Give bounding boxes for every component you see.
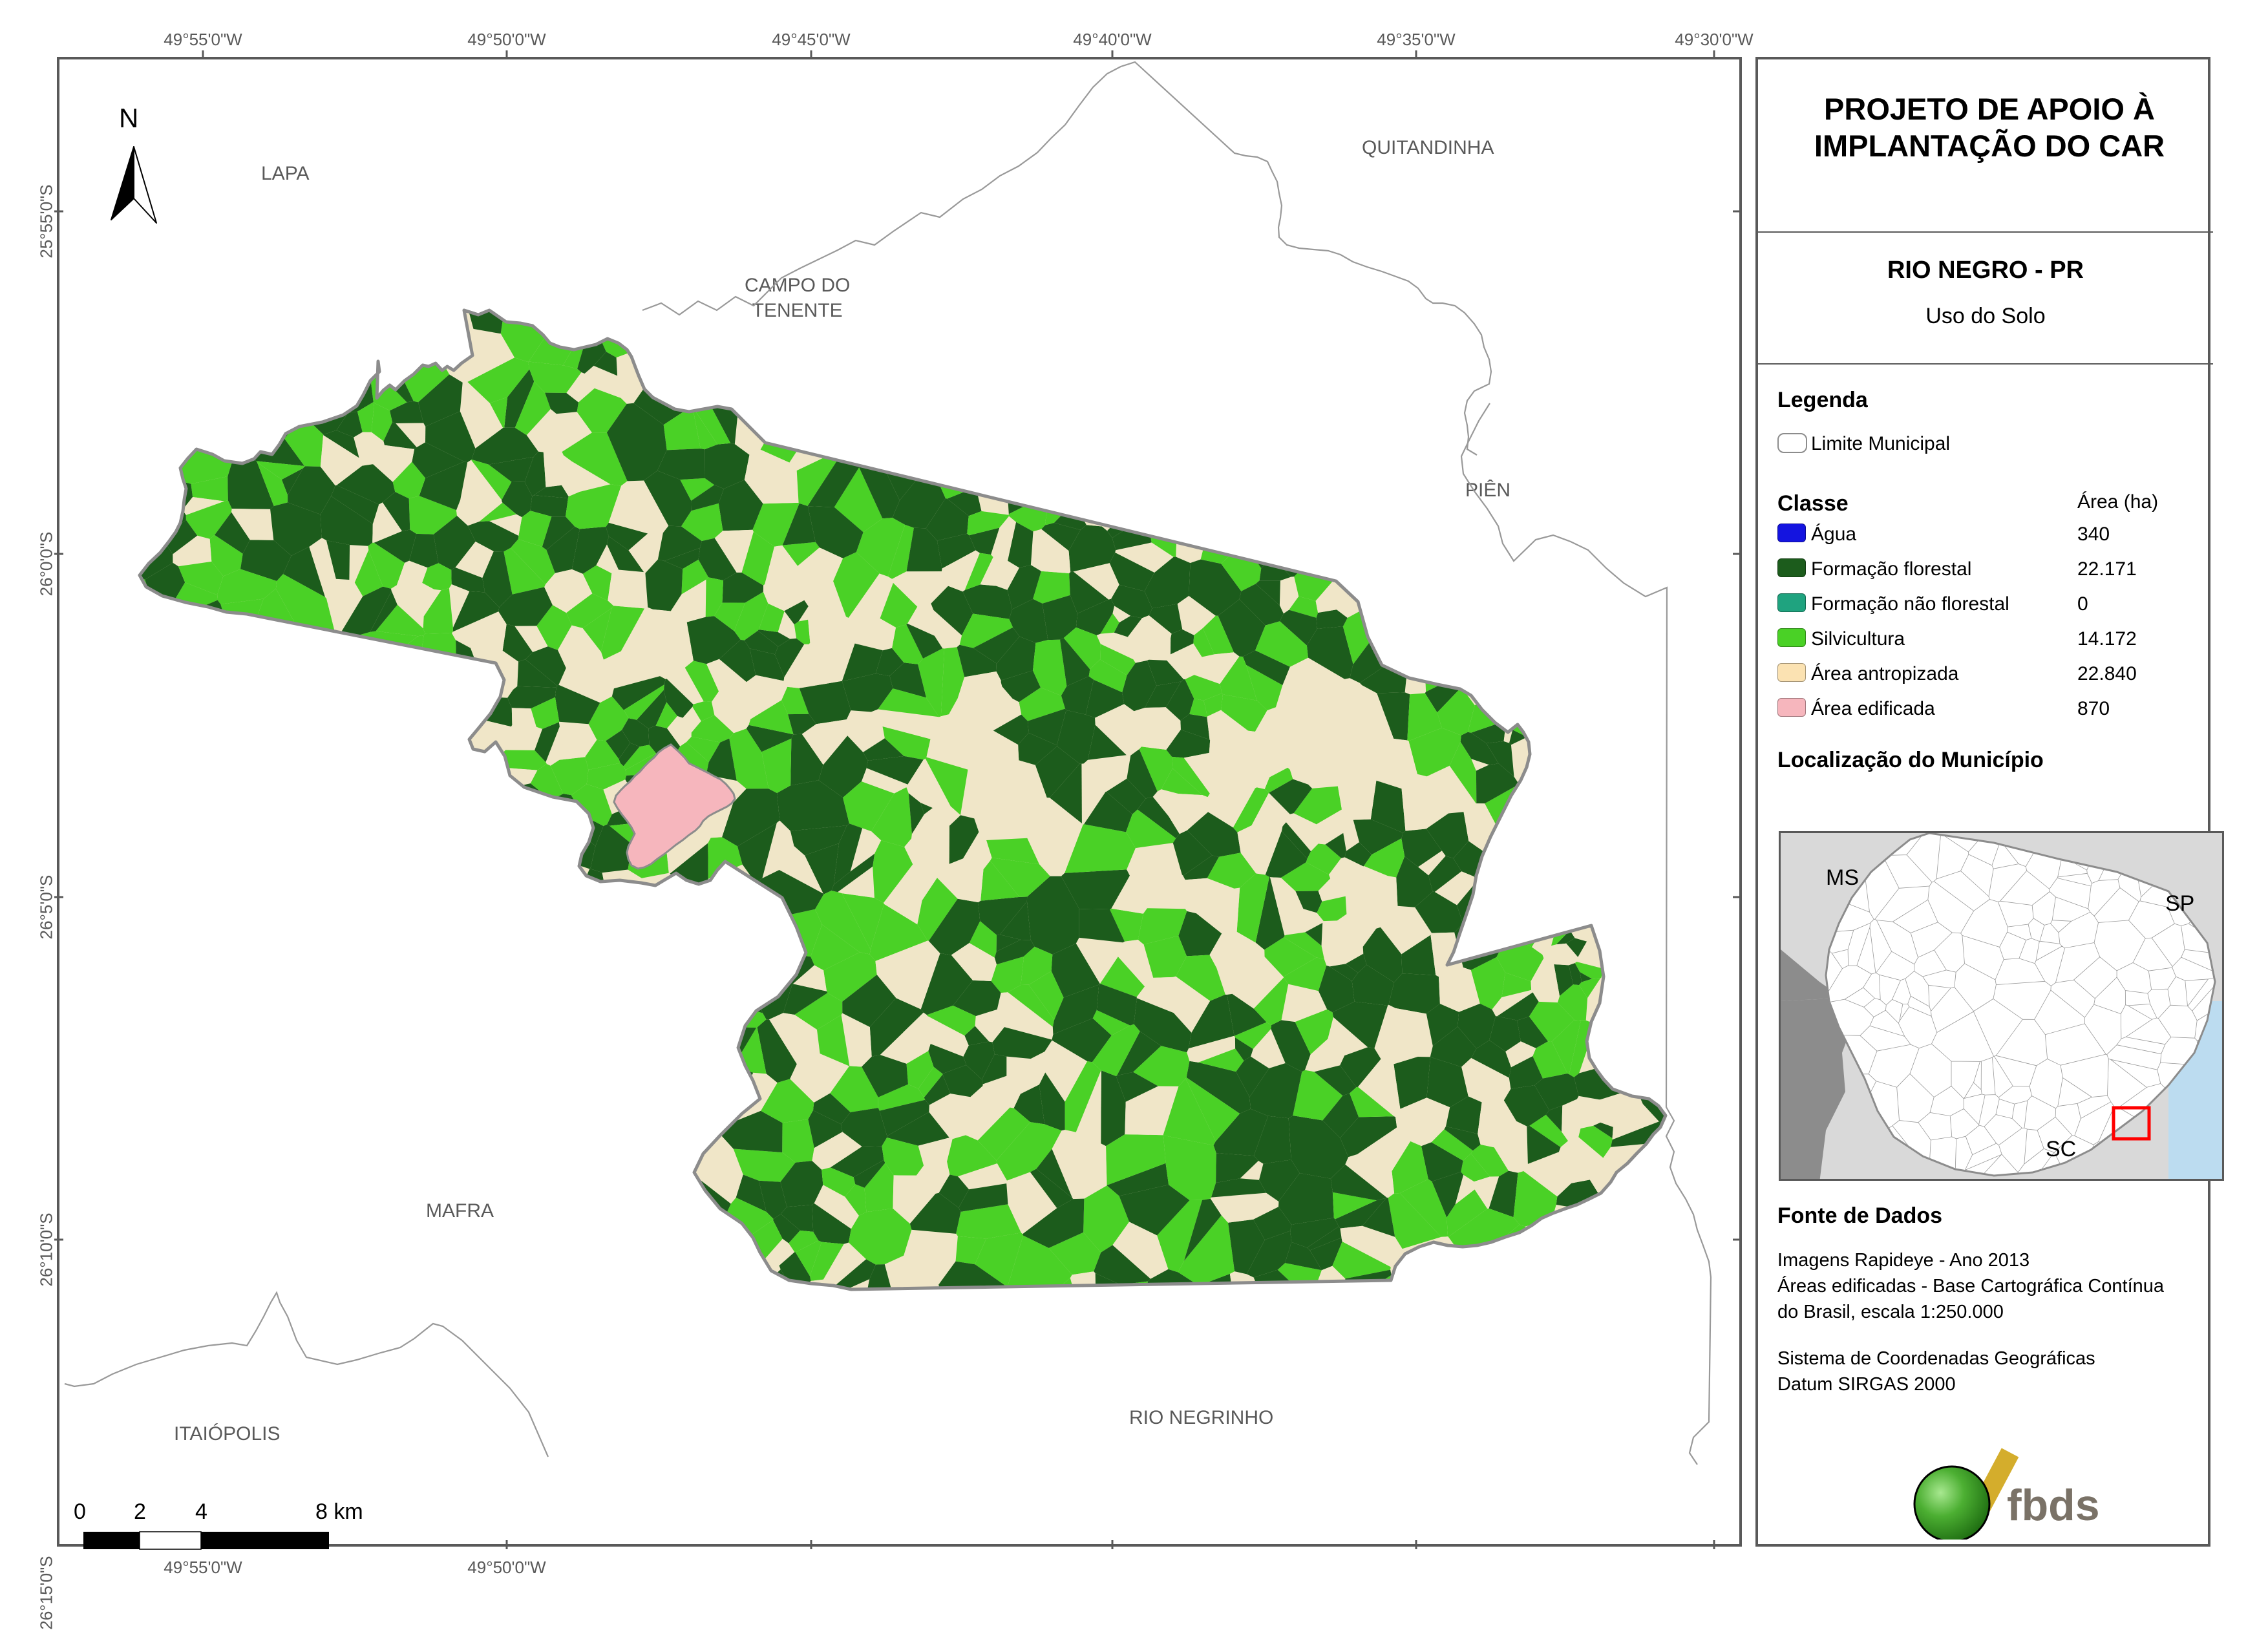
svg-text:SP: SP: [2165, 891, 2194, 916]
svg-text:SC: SC: [2046, 1137, 2076, 1161]
svg-text:MS: MS: [1826, 865, 1859, 890]
svg-text:fbds: fbds: [2007, 1481, 2100, 1530]
